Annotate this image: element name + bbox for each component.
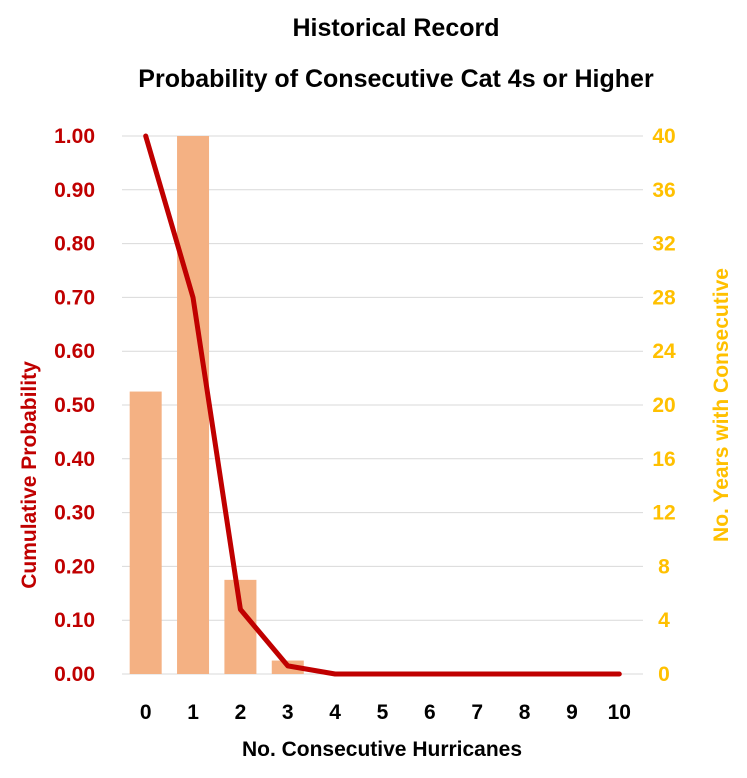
x-tick-label: 0 xyxy=(140,701,152,724)
right-tick-label: 8 xyxy=(658,555,670,578)
left-tick-label: 0.60 xyxy=(54,340,95,363)
x-tick-label: 4 xyxy=(329,701,341,724)
right-axis-label: No. Years with Consecutive xyxy=(710,268,733,542)
bar xyxy=(129,391,162,674)
right-tick-label: 36 xyxy=(652,179,675,202)
left-axis-label: Cumulative Probability xyxy=(18,361,41,589)
left-tick-label: 0.90 xyxy=(54,179,95,202)
x-tick-label: 7 xyxy=(471,701,483,724)
x-tick-label: 8 xyxy=(519,701,531,724)
right-tick-label: 24 xyxy=(652,340,676,363)
left-tick-label: 0.30 xyxy=(54,502,95,525)
bar xyxy=(177,136,210,674)
left-axis-ticks: 0.00 0.10 0.20 0.30 0.40 0.50 0.60 0.70 0.80 0.90… xyxy=(54,125,95,686)
left-tick-label: 1.00 xyxy=(54,125,95,148)
left-tick-label: 0.40 xyxy=(54,448,95,471)
right-tick-label: 28 xyxy=(652,286,676,309)
right-tick-label: 32 xyxy=(652,233,675,256)
right-tick-label: 40 xyxy=(652,125,675,148)
line-series xyxy=(143,133,622,677)
right-axis-ticks: 0 4 8 12 16 20 24 28 32 36 40 xyxy=(652,125,676,686)
x-tick-label: 9 xyxy=(566,701,578,724)
chart-title: Historical Record xyxy=(292,14,499,42)
right-tick-label: 12 xyxy=(652,502,675,525)
right-tick-label: 4 xyxy=(658,609,670,632)
x-tick-label: 3 xyxy=(282,701,294,724)
x-axis-ticks: 0 1 2 3 4 5 6 7 8 9 10 xyxy=(140,701,631,724)
x-tick-label: 5 xyxy=(377,701,389,724)
left-tick-label: 0.80 xyxy=(54,233,95,256)
bar-series xyxy=(129,136,304,674)
left-tick-label: 0.10 xyxy=(54,609,95,632)
left-tick-label: 0.50 xyxy=(54,394,95,417)
x-tick-label: 2 xyxy=(235,701,247,724)
x-tick-label: 10 xyxy=(608,701,631,724)
right-tick-label: 0 xyxy=(658,663,670,686)
left-tick-label: 0.70 xyxy=(54,286,95,309)
x-tick-label: 6 xyxy=(424,701,436,724)
chart-subtitle: Probability of Consecutive Cat 4s or Hig… xyxy=(138,65,654,93)
right-tick-label: 20 xyxy=(652,394,675,417)
right-tick-label: 16 xyxy=(652,448,675,471)
left-tick-label: 0.20 xyxy=(54,555,95,578)
left-tick-label: 0.00 xyxy=(54,663,95,686)
probability-line xyxy=(143,133,622,677)
x-tick-label: 1 xyxy=(187,701,199,724)
x-axis-label: No. Consecutive Hurricanes xyxy=(242,738,522,761)
